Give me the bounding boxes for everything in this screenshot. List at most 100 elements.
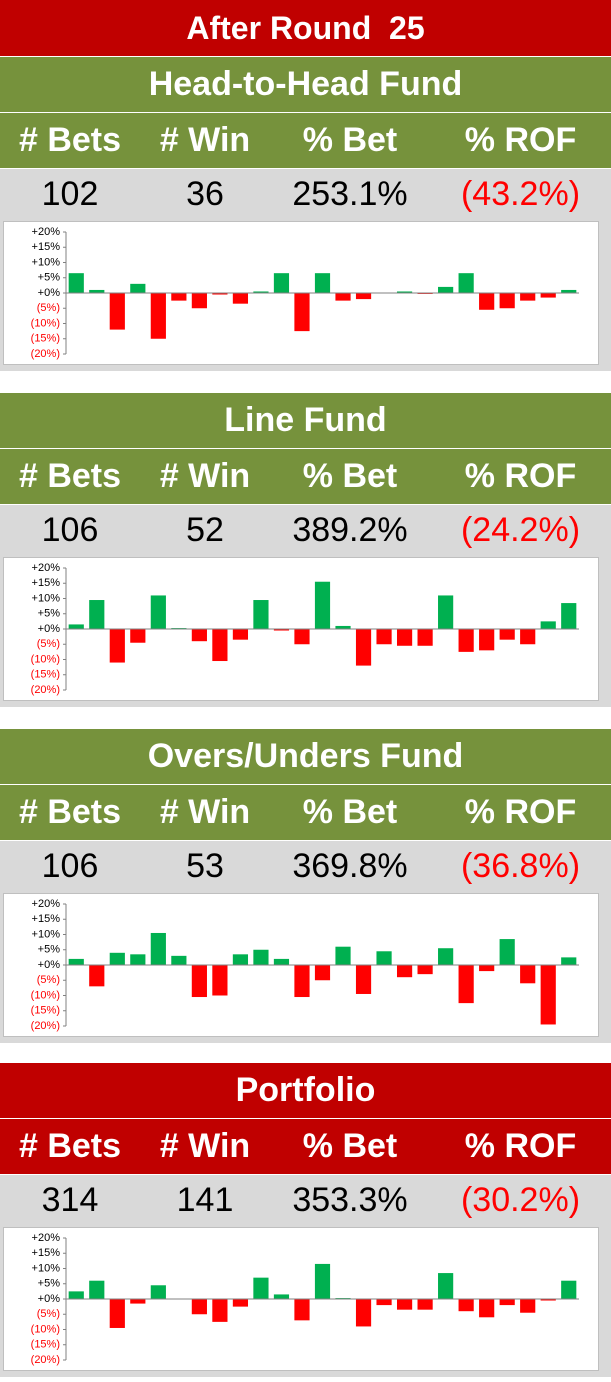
bar [294, 1299, 310, 1321]
bar [191, 965, 207, 998]
bar [68, 958, 84, 965]
y-tick-label: (20%) [31, 1354, 60, 1366]
y-tick-label: +10% [32, 256, 61, 268]
y-tick-label: +0% [38, 287, 61, 299]
bar [561, 1280, 577, 1299]
bar [273, 1294, 290, 1299]
y-tick-label: +20% [32, 898, 61, 910]
y-tick-label: +10% [32, 1262, 61, 1274]
bar [438, 286, 454, 293]
bar-chart: +20% +15% +10% +5% +0% (5%) (10%) (15%) (20%) [3, 1227, 599, 1371]
bar [294, 293, 310, 332]
bar [520, 293, 536, 301]
stat-cell: 141 [176, 1180, 234, 1219]
header-cell: % ROF [464, 1127, 577, 1165]
bar [396, 291, 413, 293]
header-cell: # Win [159, 457, 251, 495]
bar [396, 629, 413, 646]
header-cell: % ROF [464, 457, 577, 495]
bar [109, 952, 125, 965]
bar [458, 273, 474, 293]
y-tick-label: +20% [32, 562, 61, 574]
bar [212, 629, 228, 662]
bar [253, 600, 269, 629]
bar [253, 1277, 269, 1299]
bar [396, 965, 413, 978]
bar [479, 1299, 495, 1318]
y-tick-label: +10% [32, 592, 61, 604]
bar-chart: +20% +15% +10% +5% +0% (5%) (10%) (15%) (20%) [3, 557, 599, 701]
bar [561, 957, 577, 965]
bar [150, 595, 166, 629]
stat-cell: (30.2%) [460, 1180, 581, 1219]
bar [520, 965, 536, 984]
bar [130, 1299, 146, 1304]
header-cell: # Bets [18, 1127, 122, 1165]
bar [335, 293, 351, 301]
bar [314, 1263, 331, 1299]
bar [109, 293, 125, 330]
bar [417, 629, 433, 646]
stat-cell: 389.2% [292, 510, 408, 549]
stat-cell: (43.2%) [460, 174, 581, 213]
bar [109, 629, 125, 663]
y-tick-label: +15% [32, 241, 61, 253]
bar [355, 629, 372, 666]
bar [314, 273, 331, 293]
header-row: # Bets # Win % Bet % ROF [0, 113, 611, 169]
y-tick-label: +20% [32, 1232, 61, 1244]
y-tick-label: (5%) [37, 302, 60, 314]
stat-cell: (24.2%) [460, 510, 581, 549]
header-cell: % Bet [302, 457, 398, 495]
stat-cell: 369.8% [292, 846, 408, 885]
bar [232, 629, 249, 640]
header-cell: % Bet [302, 121, 398, 159]
bar [150, 932, 166, 965]
bar [479, 965, 495, 972]
bar [520, 629, 536, 645]
y-tick-label: +5% [38, 1278, 61, 1290]
y-tick-label: +0% [38, 623, 61, 635]
bar [314, 581, 331, 629]
header-cell: % Bet [302, 793, 398, 831]
bar-chart: +20% +15% +10% +5% +0% (5%) (10%) (15%) (20%) [3, 221, 599, 365]
bar [253, 949, 269, 965]
bar [499, 1299, 515, 1306]
y-tick-label: +5% [38, 944, 61, 956]
header-cell: % ROF [464, 793, 577, 831]
header-cell: # Bets [18, 793, 122, 831]
bar [130, 954, 146, 965]
bar [191, 629, 207, 642]
y-tick-label: (15%) [31, 1339, 60, 1351]
y-tick-label: (10%) [31, 653, 60, 665]
fund-section: Portfolio # Bets # Win % Bet % ROF 314 141 353.… [0, 1063, 611, 1377]
bar [561, 603, 577, 629]
y-tick-label: (20%) [31, 1020, 60, 1032]
header-row: # Bets # Win % Bet % ROF [0, 449, 611, 505]
fund-section: Head-to-Head Fund # Bets # Win % Bet % ROF 10… [0, 57, 611, 371]
stat-cell: (36.8%) [460, 846, 581, 885]
header-row: # Bets # Win % Bet % ROF [0, 1119, 611, 1175]
y-tick-label: (5%) [37, 638, 60, 650]
stat-cell: 102 [41, 174, 99, 213]
y-tick-label: (20%) [31, 684, 60, 696]
stats-row: 102 36 253.1% (43.2%) [0, 169, 611, 219]
stat-cell: 106 [41, 846, 99, 885]
y-tick-label: +15% [32, 1247, 61, 1259]
bar [479, 629, 495, 651]
stats-row: 314 141 353.3% (30.2%) [0, 1175, 611, 1225]
y-tick-label: (5%) [37, 974, 60, 986]
bar [417, 1299, 433, 1310]
bar [68, 1291, 84, 1299]
bar [109, 1299, 125, 1328]
bar [438, 1273, 454, 1299]
bar [273, 958, 290, 965]
section-title: Portfolio [0, 1063, 611, 1119]
bar [499, 939, 515, 965]
section-title: Head-to-Head Fund [0, 57, 611, 113]
y-tick-label: (10%) [31, 1323, 60, 1335]
section-title: Line Fund [0, 393, 611, 449]
header-cell: # Bets [18, 121, 122, 159]
header-cell: # Win [159, 1127, 251, 1165]
